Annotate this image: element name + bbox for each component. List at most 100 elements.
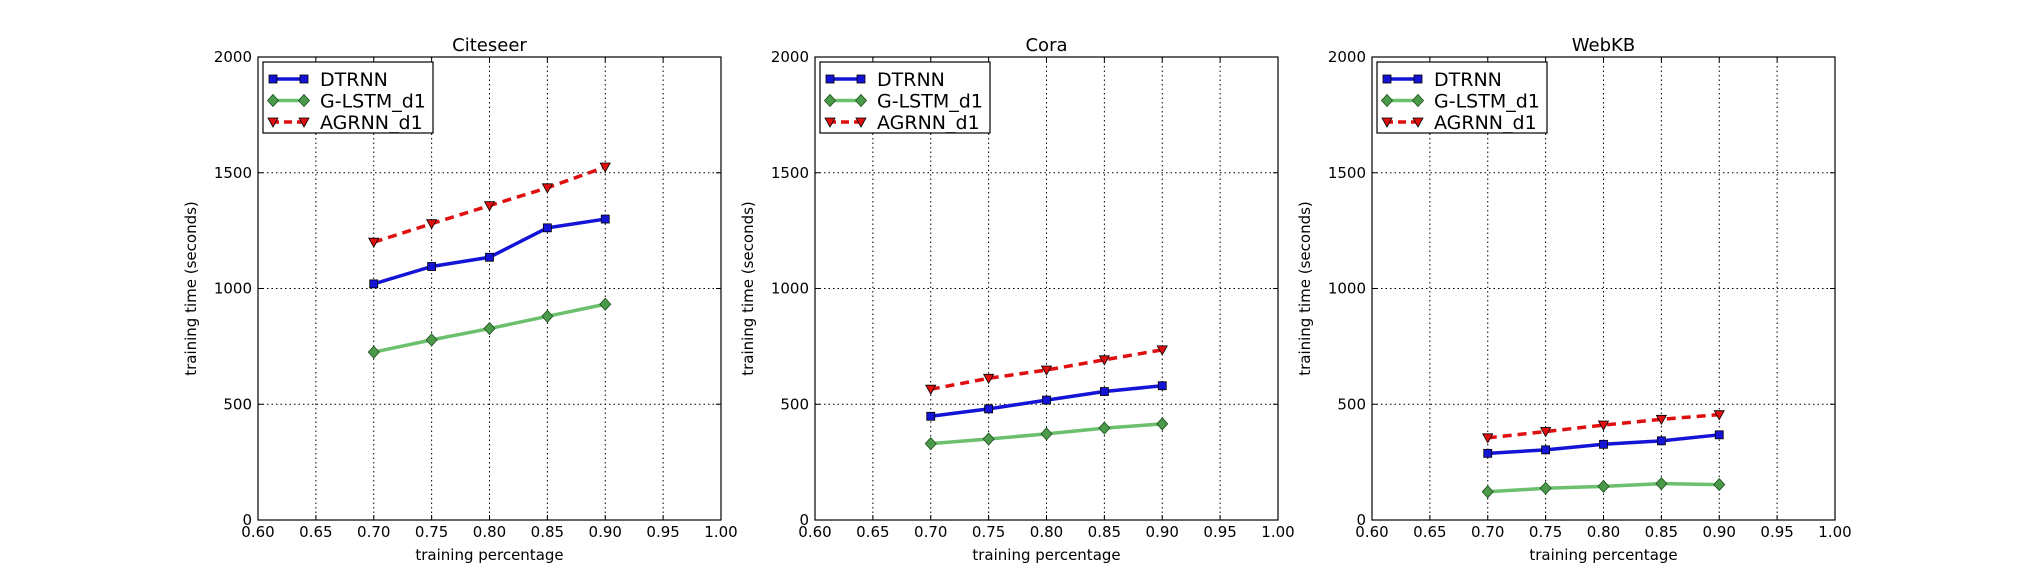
y-tick-label: 2000 [771, 48, 809, 66]
y-tick-label: 500 [223, 395, 252, 413]
legend-marker-g-lstm-d1 [266, 93, 280, 108]
data-point-g-lstm-d1 [541, 309, 554, 323]
x-axis-label: training percentage [415, 546, 563, 564]
data-point-dtrnn [600, 214, 610, 224]
x-tick-label: 1.00 [1818, 523, 1851, 541]
data-point-dtrnn [1042, 395, 1051, 405]
data-point-agrnn-d1 [1655, 414, 1668, 426]
data-point-dtrnn [1656, 436, 1666, 446]
data-point-g-lstm-d1 [1655, 477, 1668, 491]
data-point-dtrnn [542, 223, 552, 233]
x-tick-label: 0.70 [914, 523, 947, 541]
data-point-g-lstm-d1 [1040, 427, 1053, 441]
x-tick-label: 0.65 [299, 523, 332, 541]
y-tick-label: 500 [1337, 395, 1366, 413]
legend-marker-agrnn-d1 [1412, 117, 1424, 128]
data-point-g-lstm-d1 [1156, 417, 1169, 431]
data-point-agrnn-d1 [541, 183, 554, 194]
data-point-dtrnn [926, 411, 936, 421]
data-point-dtrnn [1714, 430, 1724, 440]
x-tick-label: 1.00 [704, 523, 737, 541]
legend-label-agrnn-d1: AGRNN_d1 [877, 112, 980, 134]
data-point-agrnn-d1 [1482, 433, 1494, 444]
data-point-dtrnn [485, 252, 494, 262]
data-point-dtrnn [984, 404, 994, 414]
x-tick-label: 0.65 [1413, 523, 1446, 541]
data-point-g-lstm-d1 [1713, 477, 1726, 492]
legend-label-agrnn-d1: AGRNN_d1 [320, 112, 423, 134]
data-point-g-lstm-d1 [425, 333, 438, 347]
data-point-agrnn-d1 [1098, 355, 1111, 366]
data-point-g-lstm-d1 [1597, 479, 1610, 494]
x-tick-label: 0.90 [589, 523, 622, 541]
x-tick-label: 0.85 [1088, 523, 1121, 541]
plot-frame [1371, 56, 1836, 521]
y-tick-label: 0 [242, 511, 252, 529]
y-axis-label: training time (seconds) [739, 201, 757, 376]
legend-label-dtrnn: DTRNN [1434, 69, 1502, 91]
data-point-dtrnn [1599, 439, 1608, 449]
x-tick-label: 0.75 [1529, 523, 1562, 541]
y-axis-label: training time (seconds) [1296, 201, 1314, 376]
data-point-g-lstm-d1 [982, 432, 995, 446]
data-point-agrnn-d1 [425, 219, 438, 230]
x-axis-label: training percentage [972, 546, 1120, 564]
data-point-dtrnn [1157, 381, 1167, 391]
data-point-dtrnn [369, 279, 379, 289]
x-tick-label: 0.80 [1587, 523, 1620, 541]
y-tick-label: 1000 [1328, 280, 1366, 298]
x-tick-label: 0.60 [1355, 523, 1388, 541]
x-tick-label: 1.00 [1261, 523, 1294, 541]
x-tick-label: 0.95 [1760, 523, 1793, 541]
data-point-dtrnn [1483, 448, 1493, 458]
y-tick-label: 1000 [214, 280, 252, 298]
data-point-dtrnn [1099, 387, 1109, 396]
data-point-g-lstm-d1 [599, 297, 612, 311]
y-tick-label: 1000 [771, 280, 809, 298]
legend-label-g-lstm-d1: G-LSTM_d1 [1434, 91, 1540, 113]
legend-marker-agrnn-d1 [824, 117, 836, 128]
x-tick-label: 0.80 [473, 523, 506, 541]
legend-label-g-lstm-d1: G-LSTM_d1 [320, 91, 426, 113]
chart-title: WebKB [1572, 35, 1635, 56]
legend-marker-dtrnn [1382, 74, 1392, 84]
series-line-agrnn-d1 [1487, 412, 1720, 440]
x-axis-label: training percentage [1529, 546, 1677, 564]
legend-marker-dtrnn [1413, 74, 1423, 84]
data-point-agrnn-d1 [599, 162, 611, 173]
chart-panel-webkb: 0.60 0.65 0.70 0.75 0.80 0.85 0.90 0.95 1.00 0 500… [1296, 35, 1852, 564]
legend-marker-agrnn-d1 [267, 117, 279, 128]
x-tick-label: 0.80 [1030, 523, 1063, 541]
y-tick-label: 500 [780, 395, 809, 413]
x-tick-label: 0.75 [972, 523, 1005, 541]
plot-frame [814, 56, 1279, 521]
y-tick-label: 2000 [1328, 48, 1366, 66]
x-tick-label: 0.95 [1203, 523, 1236, 541]
data-point-g-lstm-d1 [1539, 481, 1552, 495]
legend-label-dtrnn: DTRNN [320, 69, 388, 91]
data-point-agrnn-d1 [368, 237, 380, 249]
legend-marker-agrnn-d1 [1381, 117, 1393, 128]
legend-marker-g-lstm-d1 [297, 93, 311, 108]
x-tick-label: 0.90 [1146, 523, 1179, 541]
data-point-agrnn-d1 [982, 373, 995, 385]
legend-marker-g-lstm-d1 [854, 93, 868, 108]
data-point-dtrnn [1541, 445, 1551, 455]
legend-marker-agrnn-d1 [298, 117, 310, 128]
legend-marker-g-lstm-d1 [1411, 93, 1425, 108]
y-axis-label: training time (seconds) [182, 201, 200, 376]
legend-label-dtrnn: DTRNN [877, 69, 945, 91]
x-tick-label: 0.70 [1471, 523, 1504, 541]
legend-label-agrnn-d1: AGRNN_d1 [1434, 112, 1537, 134]
data-point-g-lstm-d1 [367, 345, 380, 359]
x-tick-label: 0.65 [856, 523, 889, 541]
y-tick-label: 0 [799, 511, 809, 529]
x-tick-label: 0.90 [1703, 523, 1736, 541]
legend-marker-dtrnn [856, 74, 866, 84]
data-point-dtrnn [427, 262, 437, 271]
data-point-agrnn-d1 [483, 201, 496, 212]
data-point-agrnn-d1 [1597, 420, 1610, 431]
data-point-g-lstm-d1 [483, 321, 496, 336]
x-tick-label: 0.95 [646, 523, 679, 541]
